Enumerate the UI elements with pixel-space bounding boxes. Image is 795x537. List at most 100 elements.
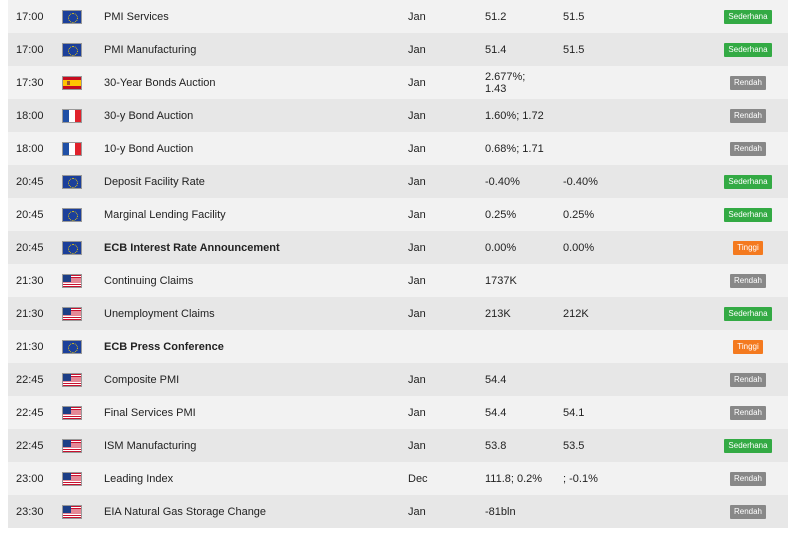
table-row[interactable]: 20:45 Deposit Facility Rate Jan -0.40% -… [8,165,788,198]
event-forecast [563,330,633,363]
impact-cell: Sederhana [723,33,773,66]
event-forecast: ; -0.1% [563,472,598,485]
france-flag-icon [62,141,82,156]
event-time: 21:30 [16,340,44,353]
event-name[interactable]: 10-y Bond Auction [104,142,194,155]
impact-badge: Rendah [729,504,767,519]
impact-cell: Sederhana [723,198,773,231]
event-name[interactable]: Deposit Facility Rate [104,175,205,188]
country-flag [61,0,83,33]
event-period: Jan [408,109,426,122]
table-row[interactable]: 21:30 Unemployment Claims Jan 213K 212K … [8,297,788,330]
impact-cell: Rendah [723,132,773,165]
event-period: Jan [408,505,426,518]
us-flag-icon [62,306,82,321]
event-time: 18:00 [16,109,44,122]
eu-flag-icon [62,9,82,24]
impact-badge: Sederhana [724,42,772,57]
event-time: 17:30 [16,76,44,89]
event-actual-text: 1737K [485,274,517,287]
country-flag [61,66,83,99]
event-actual-text: 2.677%; 1.43 [485,70,526,95]
us-flag-icon [62,438,82,453]
table-row[interactable]: 22:45 Final Services PMI Jan 54.4 54.1 R… [8,396,788,429]
event-period: Jan [408,142,426,155]
eu-flag-icon [62,339,82,354]
table-row[interactable]: 17:00 PMI Manufacturing Jan 51.4 51.5 Se… [8,33,788,66]
impact-cell: Sederhana [723,0,773,33]
table-row[interactable]: 18:00 10-y Bond Auction Jan 0.68%; 1.71 … [8,132,788,165]
event-forecast: 0.25% [563,208,595,221]
event-actual-text: 0.68%; 1.71 [485,142,544,155]
table-row[interactable]: 21:30 ECB Press Conference Tinggi [8,330,788,363]
impact-badge: Rendah [729,273,767,288]
eu-flag-icon [62,207,82,222]
impact-badge: Sederhana [724,207,772,222]
us-flag-icon [62,471,82,486]
event-forecast: 212K [563,307,589,320]
event-name[interactable]: Unemployment Claims [104,307,215,320]
table-row[interactable]: 21:30 Continuing Claims Jan 1737K Rendah [8,264,788,297]
event-name[interactable]: Composite PMI [104,373,180,386]
impact-cell: Sederhana [723,297,773,330]
event-name[interactable]: PMI Manufacturing [104,43,197,56]
country-flag [61,330,83,363]
impact-badge: Rendah [729,471,767,486]
event-name[interactable]: ECB Press Conference [104,340,224,353]
impact-cell: Tinggi [723,330,773,363]
table-row[interactable]: 20:45 ECB Interest Rate Announcement Jan… [8,231,788,264]
table-row[interactable]: 17:00 PMI Services Jan 51.2 51.5 Sederha… [8,0,788,33]
impact-cell: Rendah [723,99,773,132]
table-row[interactable]: 22:45 ISM Manufacturing Jan 53.8 53.5 Se… [8,429,788,462]
event-time: 22:45 [16,406,44,419]
event-name[interactable]: EIA Natural Gas Storage Change [104,505,267,518]
event-actual: 51.2 [485,0,555,33]
event-time: 23:30 [16,505,44,518]
event-actual: 111.8; 0.2% [485,462,555,495]
table-row[interactable]: 18:00 30-y Bond Auction Jan 1.60%; 1.72 … [8,99,788,132]
event-name[interactable]: PMI Services [104,10,169,23]
event-period: Jan [408,406,426,419]
country-flag [61,495,83,528]
impact-badge: Rendah [729,372,767,387]
country-flag [61,33,83,66]
table-row[interactable]: 23:30 EIA Natural Gas Storage Change Jan… [8,495,788,528]
table-row[interactable]: 20:45 Marginal Lending Facility Jan 0.25… [8,198,788,231]
event-name[interactable]: 30-Year Bonds Auction [104,76,216,89]
event-name[interactable]: Continuing Claims [104,274,194,287]
event-actual-text: 54.4 [485,406,507,419]
event-name[interactable]: ISM Manufacturing [104,439,197,452]
event-actual-text: 53.8 [485,439,507,452]
table-row[interactable]: 22:45 Composite PMI Jan 54.4 Rendah [8,363,788,396]
event-name[interactable]: Leading Index [104,472,174,485]
us-flag-icon [62,504,82,519]
event-name[interactable]: 30-y Bond Auction [104,109,194,122]
table-row[interactable]: 23:00 Leading Index Dec 111.8; 0.2% ; -0… [8,462,788,495]
us-flag-icon [62,372,82,387]
event-name[interactable]: Final Services PMI [104,406,196,419]
eu-flag-icon [62,174,82,189]
event-actual: -81bln [485,495,555,528]
table-row[interactable]: 17:30 30-Year Bonds Auction Jan 2.677%; … [8,66,788,99]
event-time: 18:00 [16,142,44,155]
event-actual-text: 111.8; 0.2% [485,472,543,485]
event-time: 17:00 [16,43,44,56]
event-name[interactable]: Marginal Lending Facility [104,208,226,221]
event-actual [485,330,555,363]
impact-badge: Rendah [729,405,767,420]
event-forecast: -0.40% [563,175,598,188]
event-actual: 213K [485,297,555,330]
event-actual: 54.4 [485,396,555,429]
event-time: 20:45 [16,208,44,221]
country-flag [61,462,83,495]
impact-badge: Sederhana [724,9,772,24]
event-forecast: 51.5 [563,43,585,56]
impact-cell: Rendah [723,396,773,429]
spain-flag-icon [62,75,82,90]
event-actual-text: 51.4 [485,43,507,56]
event-name[interactable]: ECB Interest Rate Announcement [104,241,280,254]
event-actual: 51.4 [485,33,555,66]
country-flag [61,396,83,429]
event-forecast: 0.00% [563,241,595,254]
event-forecast [563,264,633,297]
